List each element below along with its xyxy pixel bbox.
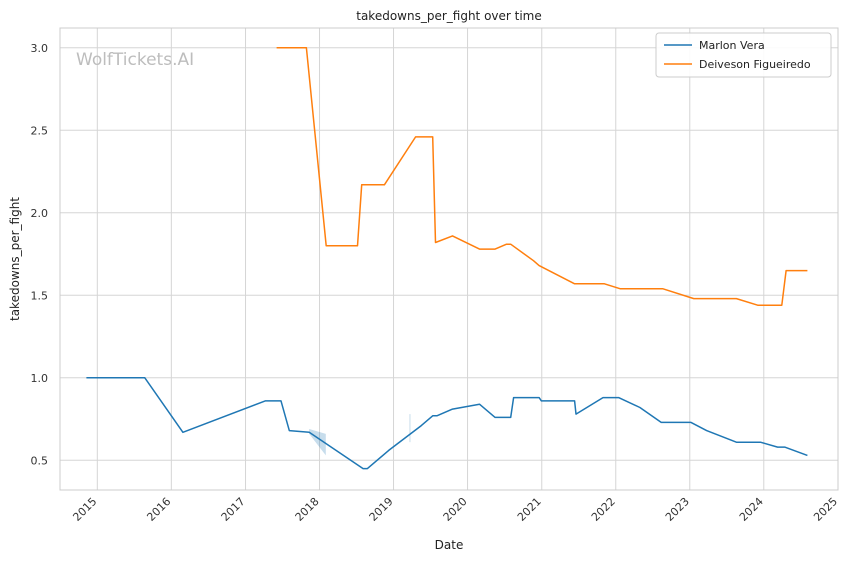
series-lines: [86, 47, 808, 470]
y-tick-label: 0.5: [31, 454, 49, 467]
y-tick-label: 3.0: [31, 42, 49, 55]
legend: Marlon Vera Deiveson Figueiredo: [655, 32, 832, 78]
watermark: WolfTickets.AI: [76, 50, 194, 70]
legend-label-marlon-vera: Marlon Vera: [699, 39, 765, 52]
legend-box: [655, 32, 832, 78]
y-tick-label: 1.0: [31, 372, 49, 385]
legend-label-deiveson-figueiredo: Deiveson Figueiredo: [699, 58, 811, 71]
y-axis-ticks: 0.5 1.0 1.5 2.0 2.5 3.0: [31, 42, 49, 467]
y-tick-label: 1.5: [31, 289, 49, 302]
x-axis-label: Date: [435, 538, 464, 552]
series-line-marlon-vera: [86, 377, 808, 470]
plot-frame: [59, 27, 839, 491]
y-tick-label: 2.0: [31, 207, 49, 220]
series-line-deiveson-figueiredo: [276, 47, 808, 306]
chart-title: takedowns_per_fight over time: [356, 9, 542, 23]
y-axis-label: takedowns_per_fight: [8, 197, 22, 321]
y-tick-label: 2.5: [31, 124, 49, 137]
